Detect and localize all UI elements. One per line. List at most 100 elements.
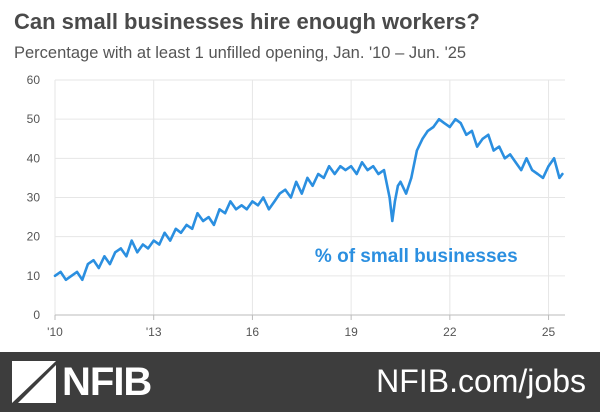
- data-point: [86, 262, 90, 266]
- data-point: [404, 192, 408, 195]
- data-point: [218, 208, 221, 211]
- data-point: [339, 165, 342, 168]
- data-point: [75, 270, 79, 274]
- x-tick-label: 25: [542, 325, 556, 339]
- data-point: [196, 212, 199, 215]
- data-point: [97, 266, 100, 270]
- data-point: [147, 247, 150, 250]
- data-point: [454, 118, 457, 121]
- data-point: [327, 165, 331, 168]
- data-point: [350, 165, 353, 168]
- data-point: [388, 196, 391, 199]
- data-point: [476, 145, 479, 148]
- data-point: [448, 125, 451, 129]
- data-point: [426, 129, 429, 133]
- nfib-logo-mark-icon: [12, 361, 56, 403]
- data-point: [289, 196, 293, 199]
- data-point: [410, 176, 413, 180]
- x-tick-label: 16: [246, 325, 260, 339]
- line-chart: 0 10 20 30 40 50 60 '10 '13 16 19 22 25 % of small b…: [27, 73, 565, 339]
- data-point: [92, 259, 95, 262]
- data-point: [530, 168, 534, 172]
- data-point: [459, 121, 462, 125]
- data-point: [125, 255, 128, 258]
- data-point: [399, 180, 402, 183]
- data-point: [393, 200, 396, 203]
- data-point: [443, 121, 446, 125]
- y-tick-label: 60: [27, 73, 41, 87]
- data-point: [207, 215, 210, 219]
- x-tick-label: '10: [47, 325, 63, 339]
- data-point: [251, 200, 254, 203]
- data-point: [119, 247, 122, 250]
- data-point: [158, 243, 161, 246]
- data-point: [234, 208, 238, 211]
- data-point: [415, 149, 419, 152]
- x-tick-label: 22: [443, 325, 457, 339]
- data-point: [273, 200, 276, 203]
- chart-title: Can small businesses hire enough workers…: [14, 9, 480, 34]
- data-point: [382, 168, 386, 172]
- data-point: [317, 172, 320, 176]
- data-point: [355, 172, 358, 176]
- axis-layer: 0 10 20 30 40 50 60 '10 '13 16 19 22 25: [27, 73, 565, 339]
- data-point: [81, 278, 84, 281]
- y-tick-label: 20: [27, 230, 41, 244]
- data-point: [108, 262, 112, 266]
- data-point: [465, 133, 468, 136]
- data-point: [114, 251, 117, 254]
- website-link[interactable]: NFIB.com/jobs: [376, 363, 586, 399]
- data-point: [229, 200, 232, 203]
- data-point: [53, 274, 57, 277]
- x-tick-label: 19: [344, 325, 358, 339]
- data-point: [295, 180, 298, 183]
- data-point: [333, 172, 336, 176]
- data-point: [64, 278, 67, 281]
- data-point: [256, 204, 260, 207]
- data-point: [520, 168, 523, 172]
- data-point: [498, 145, 501, 148]
- series-annotation-label: % of small businesses: [315, 246, 518, 267]
- data-point: [525, 157, 528, 160]
- data-point: [185, 223, 188, 227]
- data-point: [191, 227, 194, 230]
- series-layer: [53, 117, 564, 282]
- data-point: [432, 125, 435, 129]
- data-point: [59, 270, 62, 274]
- x-tick-label: '13: [146, 325, 162, 339]
- data-point: [212, 223, 216, 227]
- data-point: [224, 212, 227, 215]
- data-point: [372, 165, 375, 168]
- data-point: [169, 239, 172, 242]
- data-point: [278, 192, 281, 195]
- data-point: [391, 219, 394, 223]
- data-point: [179, 231, 183, 234]
- grid-layer: [54, 79, 565, 316]
- data-point: [130, 239, 133, 242]
- data-point: [141, 243, 144, 246]
- data-point: [245, 208, 248, 211]
- data-point: [421, 137, 424, 140]
- data-point: [103, 255, 106, 258]
- y-tick-label: 40: [27, 151, 41, 165]
- y-tick-label: 0: [33, 308, 40, 322]
- data-point: [152, 239, 155, 242]
- data-point: [174, 227, 177, 230]
- y-tick-label: 30: [27, 191, 41, 205]
- series-line-0: [53, 117, 564, 282]
- nfib-logo-text: NFIB: [62, 360, 152, 404]
- data-point: [306, 176, 309, 180]
- data-point: [377, 172, 380, 176]
- data-point: [561, 172, 564, 176]
- data-point: [284, 188, 287, 191]
- chart-subtitle: Percentage with at least 1 unfilled open…: [14, 44, 467, 62]
- data-point: [536, 172, 539, 176]
- y-tick-label: 10: [27, 269, 41, 283]
- data-point: [262, 196, 265, 199]
- data-point: [201, 219, 205, 223]
- annotation-layer: % of small businesses: [315, 246, 518, 267]
- data-point: [240, 204, 243, 207]
- data-point: [267, 208, 270, 211]
- data-point: [70, 274, 73, 277]
- data-point: [300, 192, 303, 195]
